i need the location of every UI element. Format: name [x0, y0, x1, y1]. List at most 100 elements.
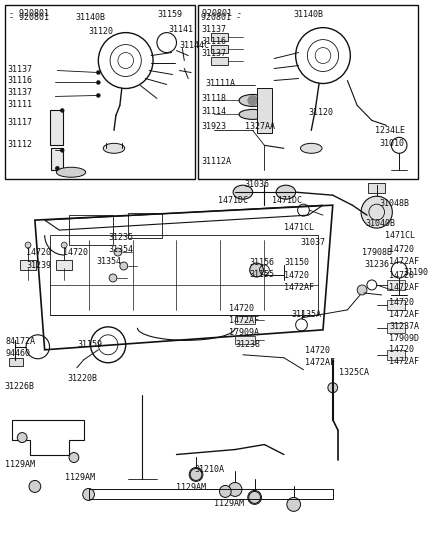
Bar [69, 215, 113, 245]
Text: 31140B: 31140B [75, 13, 105, 22]
Text: 1471CL: 1471CL [385, 231, 416, 240]
Text: 17909D: 17909D [389, 334, 420, 343]
Circle shape [249, 491, 261, 504]
Text: 1129AM: 1129AM [5, 459, 35, 469]
Circle shape [248, 491, 262, 505]
Text: 920801 -: 920801 - [202, 9, 242, 18]
Text: 31210A: 31210A [194, 465, 224, 475]
Text: 31923: 31923 [201, 122, 226, 131]
Text: - 920801: - 920801 [9, 13, 48, 22]
Bar [388, 300, 405, 310]
Text: 31040B: 31040B [365, 219, 395, 228]
Text: 31150: 31150 [284, 258, 309, 267]
Bar [388, 350, 405, 360]
Circle shape [250, 263, 263, 277]
Circle shape [357, 285, 367, 295]
Text: 920801 -: 920801 - [201, 13, 241, 22]
Ellipse shape [301, 143, 322, 153]
Circle shape [17, 433, 27, 443]
Text: 1472AF: 1472AF [229, 316, 259, 325]
Text: 31220B: 31220B [67, 374, 97, 383]
Text: 31116: 31116 [201, 37, 226, 46]
Bar [211, 56, 228, 65]
Text: 31190: 31190 [403, 268, 428, 277]
Bar [235, 336, 255, 344]
Text: 17909A: 17909A [229, 328, 259, 337]
Text: 14720: 14720 [389, 271, 414, 280]
Text: 1472AF: 1472AF [389, 357, 420, 366]
Circle shape [228, 483, 242, 497]
Text: 31112: 31112 [7, 140, 32, 150]
Bar [211, 45, 228, 53]
Text: 1129AM: 1129AM [65, 473, 95, 483]
Text: 14720: 14720 [26, 248, 51, 257]
Text: 31117: 31117 [7, 118, 32, 128]
Bar [128, 213, 162, 238]
Text: 1471DC: 1471DC [272, 196, 302, 205]
Circle shape [60, 148, 64, 152]
Text: 31236: 31236 [364, 260, 389, 269]
Text: 31135A: 31135A [292, 310, 322, 319]
Text: 31120: 31120 [89, 26, 113, 36]
Bar [49, 235, 318, 315]
Bar [52, 148, 63, 170]
Circle shape [83, 489, 94, 500]
Bar [257, 88, 272, 133]
Circle shape [248, 95, 258, 105]
Circle shape [97, 70, 100, 74]
Text: 14720: 14720 [389, 298, 414, 307]
Text: 31036: 31036 [245, 180, 270, 189]
Text: 31137: 31137 [201, 48, 226, 58]
Text: 31159: 31159 [78, 340, 103, 349]
Text: 31354: 31354 [97, 257, 121, 266]
Bar [56, 260, 72, 270]
Circle shape [287, 498, 301, 512]
Text: 14720: 14720 [229, 304, 254, 313]
Circle shape [190, 469, 202, 480]
Text: 31235: 31235 [108, 233, 133, 242]
Bar [20, 260, 36, 270]
Circle shape [61, 242, 67, 248]
Text: 31141: 31141 [169, 25, 194, 34]
Text: 94460: 94460 [6, 349, 31, 358]
Text: 17908B: 17908B [362, 248, 392, 257]
Text: 31120: 31120 [308, 109, 333, 117]
Text: 31116: 31116 [7, 76, 32, 86]
Text: 31155: 31155 [250, 270, 275, 279]
Circle shape [114, 248, 122, 256]
Text: 84172A: 84172A [6, 337, 36, 346]
Text: 31111A: 31111A [206, 80, 236, 88]
Circle shape [29, 480, 41, 492]
Text: 31354: 31354 [108, 245, 133, 254]
Ellipse shape [276, 185, 296, 199]
Text: 31111: 31111 [7, 101, 32, 109]
Text: 14720: 14720 [389, 245, 414, 254]
Text: 31156: 31156 [250, 258, 275, 267]
Text: 31137: 31137 [7, 88, 32, 97]
Text: 31048B: 31048B [380, 199, 410, 208]
Bar [9, 358, 23, 366]
Text: 31159: 31159 [157, 10, 182, 19]
Text: 31137: 31137 [201, 25, 226, 34]
Text: 31239: 31239 [26, 261, 51, 270]
Text: 14720: 14720 [63, 248, 88, 257]
Bar [211, 33, 228, 40]
Circle shape [220, 485, 231, 498]
Text: 1129AM: 1129AM [177, 484, 207, 492]
Text: 1471DC: 1471DC [217, 196, 248, 205]
Circle shape [109, 274, 117, 282]
Bar [388, 323, 405, 333]
Text: 1471CL: 1471CL [284, 223, 314, 232]
Text: 31010: 31010 [380, 139, 404, 148]
Text: 1472AF: 1472AF [389, 257, 420, 266]
Bar [388, 280, 405, 290]
Text: 31140B: 31140B [294, 10, 324, 19]
Text: 1129AM: 1129AM [213, 499, 244, 508]
Circle shape [97, 94, 100, 97]
Text: 31137: 31137 [7, 65, 32, 74]
Text: - 920801: - 920801 [9, 9, 48, 18]
Text: 31114: 31114 [201, 108, 226, 116]
Text: 1327AA: 1327AA [245, 122, 275, 131]
Circle shape [361, 196, 392, 228]
Text: 1472AF: 1472AF [389, 310, 420, 319]
